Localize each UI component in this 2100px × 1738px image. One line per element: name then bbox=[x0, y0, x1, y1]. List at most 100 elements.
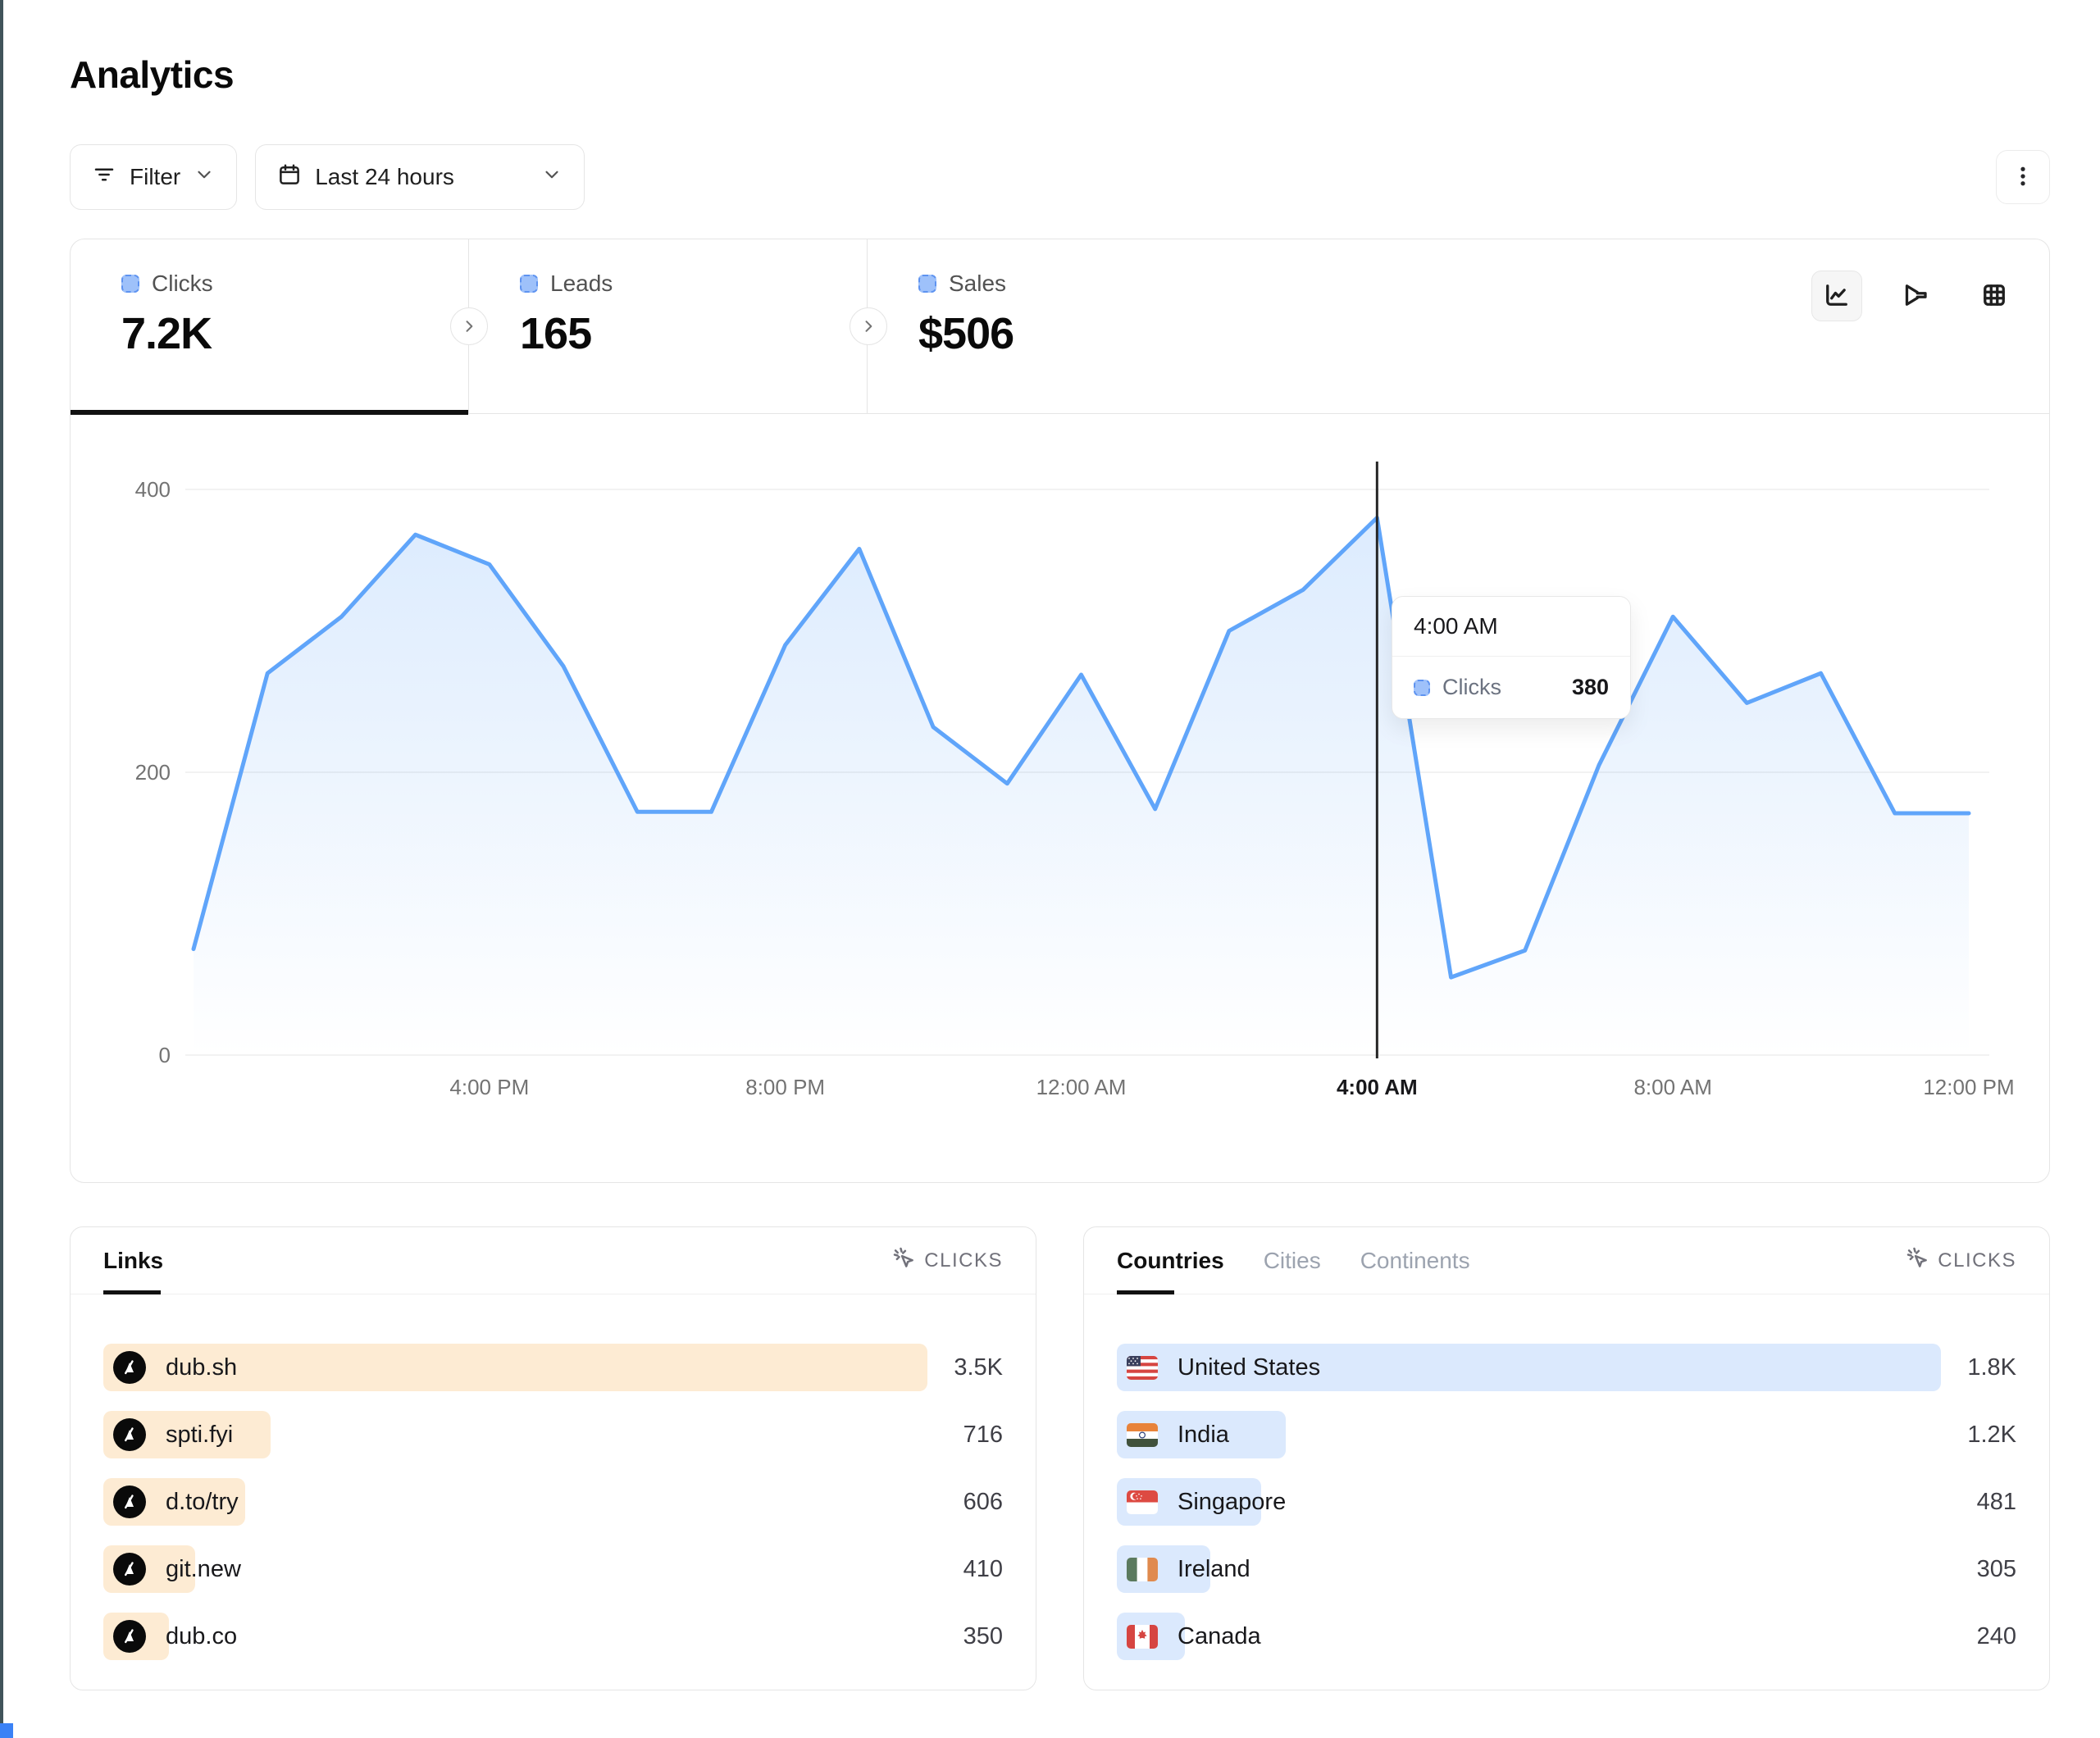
tooltip-time: 4:00 AM bbox=[1392, 597, 1630, 657]
country-value: 481 bbox=[1976, 1488, 2016, 1515]
expand-leads-button[interactable] bbox=[850, 307, 887, 345]
funnel-view-button[interactable] bbox=[1890, 271, 1941, 321]
country-label: Canada bbox=[1178, 1622, 1261, 1649]
corner-accent bbox=[0, 1723, 13, 1738]
area-fill bbox=[194, 517, 1969, 1055]
link-value: 606 bbox=[963, 1488, 1003, 1515]
tooltip-series-label: Clicks bbox=[1442, 675, 1501, 699]
metric-label: CLICKS bbox=[1938, 1249, 2016, 1272]
filter-button[interactable]: Filter bbox=[70, 144, 238, 210]
clicks-swatch-icon bbox=[121, 275, 139, 293]
clicks-chart-svg: 0 200 400 4:00 PM 8:00 PM 12:00 AM 4:00 AM 8:00… bbox=[135, 462, 2015, 1099]
x-axis-tick: 8:00 AM bbox=[1633, 1075, 1711, 1099]
country-label: United States bbox=[1178, 1354, 1321, 1381]
country-label: Ireland bbox=[1178, 1555, 1250, 1582]
link-row[interactable]: spti.fyi 716 bbox=[103, 1411, 1003, 1458]
chevron-down-icon bbox=[541, 164, 563, 191]
country-label: India bbox=[1178, 1421, 1229, 1448]
calendar-icon bbox=[277, 162, 302, 193]
country-value: 305 bbox=[1976, 1555, 2016, 1582]
links-tab-label: Links bbox=[103, 1247, 164, 1273]
in-flag-icon bbox=[1127, 1422, 1158, 1447]
link-row[interactable]: dub.sh 3.5K bbox=[103, 1344, 1003, 1391]
clicks-value: 7.2K bbox=[121, 309, 212, 358]
link-label: spti.fyi bbox=[166, 1421, 234, 1448]
tab-links[interactable]: Links bbox=[103, 1227, 163, 1294]
ie-flag-icon bbox=[1127, 1557, 1158, 1581]
links-panel-header: Links CLICKS bbox=[71, 1227, 1036, 1294]
table-view-button[interactable] bbox=[1969, 271, 2020, 321]
link-row[interactable]: git.new 410 bbox=[103, 1545, 1003, 1593]
funnel-chart-icon bbox=[1901, 280, 1930, 312]
country-label: Singapore bbox=[1178, 1488, 1287, 1515]
analytics-chart-card: Clicks 7.2K Leads 165 Sales bbox=[70, 239, 2050, 1183]
tooltip-value: 380 bbox=[1571, 675, 1609, 699]
link-label: git.new bbox=[166, 1555, 241, 1582]
x-axis-tick: 12:00 PM bbox=[1923, 1075, 2014, 1099]
filter-lines-icon bbox=[92, 162, 116, 193]
countries-tab-underline bbox=[1117, 1290, 1174, 1294]
date-range-label: Last 24 hours bbox=[315, 164, 454, 189]
x-axis-tick: 4:00 PM bbox=[449, 1075, 529, 1099]
chevron-down-icon bbox=[194, 164, 215, 191]
country-row[interactable]: Ireland 305 bbox=[1117, 1545, 2016, 1593]
us-flag-icon bbox=[1127, 1355, 1158, 1380]
date-range-button[interactable]: Last 24 hours bbox=[255, 144, 585, 210]
toolbar: Filter Last 24 hours bbox=[70, 144, 2050, 210]
countries-rows: United States 1.8K India 1.2K Singapore 481 Ir… bbox=[1117, 1344, 2016, 1660]
chart-view-switcher bbox=[1811, 271, 2020, 321]
links-tab-underline bbox=[103, 1290, 161, 1294]
clicks-swatch-icon bbox=[1414, 679, 1430, 696]
line-chart-icon bbox=[1822, 280, 1852, 312]
page-title: Analytics bbox=[70, 53, 235, 96]
tab-cities[interactable]: Cities bbox=[1264, 1227, 1321, 1294]
cursor-click-icon bbox=[1905, 1245, 1929, 1276]
y-axis-tick: 200 bbox=[135, 760, 171, 785]
link-row[interactable]: dub.co 350 bbox=[103, 1613, 1003, 1660]
expand-clicks-button[interactable] bbox=[450, 307, 488, 345]
tab-countries[interactable]: Countries bbox=[1117, 1227, 1224, 1294]
tab-clicks[interactable]: Clicks 7.2K bbox=[71, 239, 469, 415]
stats-tabs: Clicks 7.2K Leads 165 Sales bbox=[71, 239, 2049, 415]
tab-leads[interactable]: Leads 165 bbox=[469, 239, 868, 413]
sales-value: $506 bbox=[918, 309, 1014, 358]
dub-logo-icon bbox=[113, 1620, 146, 1653]
country-row[interactable]: United States 1.8K bbox=[1117, 1344, 2016, 1391]
link-row[interactable]: d.to/try 606 bbox=[103, 1478, 1003, 1526]
sg-flag-icon bbox=[1127, 1490, 1158, 1514]
link-label: dub.co bbox=[166, 1622, 238, 1649]
stat-label: Clicks bbox=[152, 271, 213, 296]
dub-logo-icon bbox=[113, 1485, 146, 1518]
metric-label: CLICKS bbox=[924, 1249, 1003, 1272]
ca-flag-icon bbox=[1127, 1624, 1158, 1649]
chart-tooltip: 4:00 AM Clicks 380 bbox=[1392, 596, 1631, 719]
x-axis-tick: 8:00 PM bbox=[745, 1075, 825, 1099]
stat-label: Leads bbox=[550, 271, 613, 296]
country-row[interactable]: Canada 240 bbox=[1117, 1613, 2016, 1660]
leads-swatch-icon bbox=[520, 275, 538, 293]
tab-continents[interactable]: Continents bbox=[1360, 1227, 1470, 1294]
country-bar bbox=[1117, 1344, 1941, 1391]
clicks-line bbox=[191, 516, 1971, 980]
country-row[interactable]: Singapore 481 bbox=[1117, 1478, 2016, 1526]
countries-metric-toggle[interactable]: CLICKS bbox=[1905, 1245, 2016, 1276]
line-chart-view-button[interactable] bbox=[1811, 271, 1862, 321]
dub-logo-icon bbox=[113, 1418, 146, 1451]
more-options-button[interactable] bbox=[1996, 150, 2050, 204]
countries-tab-label: Countries bbox=[1117, 1247, 1224, 1273]
leads-value: 165 bbox=[520, 309, 592, 358]
country-value: 1.8K bbox=[1967, 1354, 2016, 1381]
clicks-time-series-chart[interactable]: 0 200 400 4:00 PM 8:00 PM 12:00 AM 4:00 AM 8:00… bbox=[71, 414, 2049, 1182]
link-value: 350 bbox=[963, 1622, 1003, 1649]
country-row[interactable]: India 1.2K bbox=[1117, 1411, 2016, 1458]
cities-tab-label: Cities bbox=[1263, 1247, 1321, 1273]
links-metric-toggle[interactable]: CLICKS bbox=[891, 1245, 1003, 1276]
y-axis-tick: 400 bbox=[135, 477, 171, 502]
tab-sales[interactable]: Sales $506 bbox=[868, 239, 1266, 413]
filter-label: Filter bbox=[130, 164, 181, 189]
x-axis-tick: 4:00 AM bbox=[1337, 1075, 1418, 1099]
kebab-menu-icon bbox=[2011, 164, 2035, 191]
link-value: 3.5K bbox=[954, 1354, 1003, 1381]
dub-logo-icon bbox=[113, 1351, 146, 1384]
